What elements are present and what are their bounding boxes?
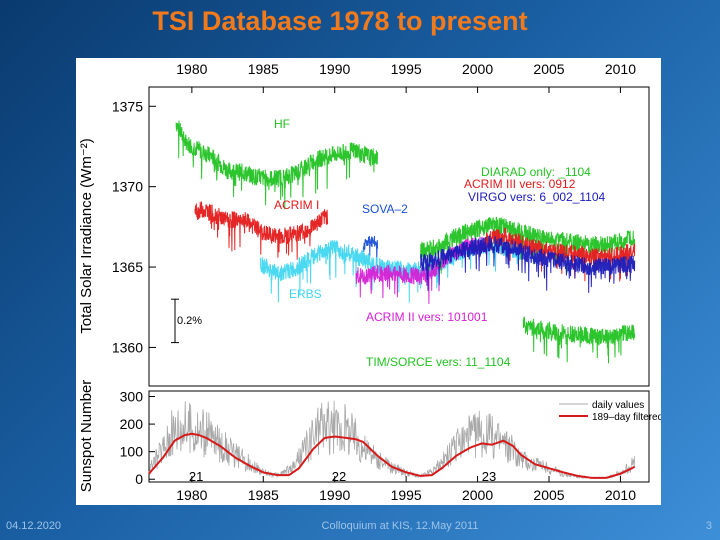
y-tick-label: 0	[135, 471, 143, 487]
series-label-acrim-iii: ACRIM III vers: 0912	[464, 177, 576, 191]
series-line-hf	[175, 120, 379, 210]
slide-title: TSI Database 1978 to present	[152, 6, 528, 36]
x-tick-label-top: 1980	[176, 61, 207, 77]
x-tick-label-top: 2005	[533, 61, 564, 77]
y-tick-label: 200	[120, 416, 144, 432]
tsi-y-axis-label: Total Solar Irradiance (Wm⁻²)	[78, 138, 95, 333]
x-tick-label-top: 1985	[248, 61, 279, 77]
cycle-label: 22	[332, 469, 346, 484]
tsi-plot-frame	[148, 86, 650, 387]
series-line-diarad	[419, 216, 636, 275]
x-tick-label-bottom: 1995	[391, 487, 422, 503]
series-label-hf: HF	[274, 117, 290, 131]
x-tick-label-bottom: 1985	[248, 487, 279, 503]
x-tick-label-bottom: 2000	[462, 487, 493, 503]
x-tick-label-bottom: 2010	[605, 487, 636, 503]
series-label-acrim-ii: ACRIM II vers: 101001	[366, 310, 488, 324]
series-label-erbs: ERBS	[289, 287, 322, 301]
x-tick-label-top: 2000	[462, 61, 493, 77]
series-line-tim-sorce	[522, 316, 636, 364]
legend-label-daily-values: daily values	[592, 400, 644, 411]
y-tick-label: 1375	[112, 98, 143, 114]
scale-bar-label: 0.2%	[177, 315, 202, 327]
footer-event: Colloquium at KIS, 12.May 2011	[321, 520, 479, 532]
x-tick-label-bottom: 1980	[176, 487, 207, 503]
footer-date: 04.12.2020	[6, 520, 62, 532]
tsi-chart: 1980 1985 1990 1995 2000 2005 2010136013651370…	[78, 61, 663, 503]
cycle-label: 23	[482, 469, 496, 484]
series-line-acrim-i	[194, 201, 329, 260]
x-tick-label-top: 2010	[605, 61, 636, 77]
x-tick-label-top: 1995	[391, 61, 422, 77]
x-tick-label-top: 1990	[319, 61, 350, 77]
x-tick-label-bottom: 2005	[533, 487, 564, 503]
footer-page-number: 3	[705, 520, 712, 532]
cycle-label: 21	[189, 469, 203, 484]
series-label-sova-2: SOVA–2	[362, 202, 408, 216]
legend-label-189-day-filtered: 189–day filtered	[592, 412, 661, 423]
series-line-acrim-iii	[484, 227, 636, 282]
series-label-tim-sorce: TIM/SORCE vers: 11_1104	[366, 355, 511, 369]
y-tick-label: 1370	[112, 179, 143, 195]
series-label-diarad: DIARAD only: _1104	[481, 165, 591, 179]
series-line-virgo	[419, 235, 636, 293]
series-line-189-day-filtered	[148, 432, 636, 479]
y-tick-label: 100	[120, 444, 144, 460]
sunspot-plot-frame	[148, 390, 650, 483]
series-label-acrim-i: ACRIM I	[274, 198, 319, 212]
y-tick-label: 1365	[112, 259, 143, 275]
y-tick-label: 300	[120, 389, 144, 405]
series-line-sova-2	[362, 235, 379, 264]
series-label-virgo: VIRGO vers: 6_002_1104	[468, 190, 606, 204]
series-line-daily-values	[148, 400, 636, 480]
x-tick-label-bottom: 1990	[319, 487, 350, 503]
tsi-chart-panel: 1980 1985 1990 1995 2000 2005 2010 1360 1365 1370…	[76, 58, 663, 505]
y-tick-label: 1360	[112, 339, 143, 355]
sunspot-y-axis-label: Sunspot Number	[78, 380, 95, 493]
